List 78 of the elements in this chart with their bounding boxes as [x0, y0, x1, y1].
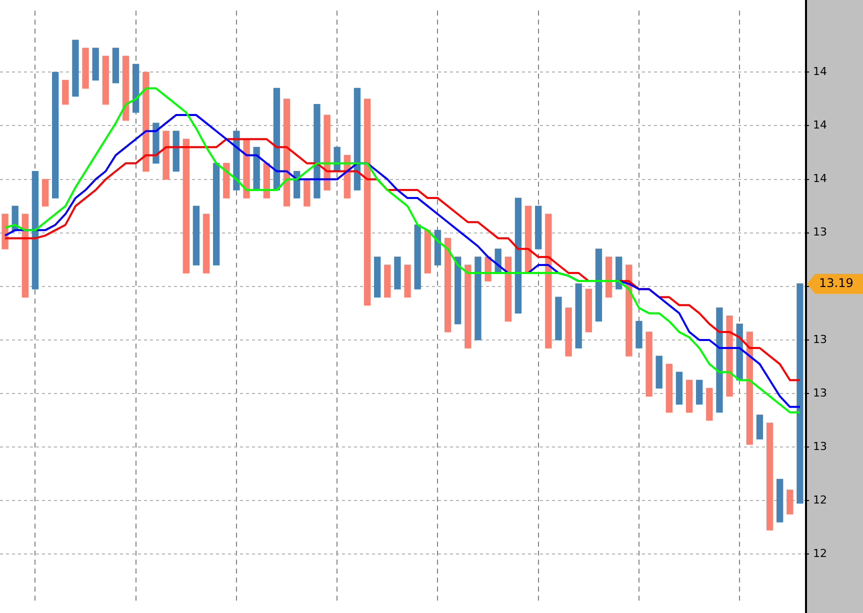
- bar: [202, 214, 210, 274]
- bar: [766, 422, 774, 530]
- bar: [545, 214, 552, 348]
- bar: [404, 264, 411, 298]
- y-tick-label: 13: [813, 386, 827, 400]
- bar: [364, 98, 371, 306]
- bar: [716, 308, 723, 413]
- y-tick-label: 13: [813, 440, 827, 453]
- bar: [696, 380, 703, 405]
- bar: [32, 170, 39, 290]
- bar: [595, 248, 602, 322]
- bar: [796, 283, 804, 504]
- bar: [746, 332, 753, 445]
- y-tick-label: 12: [813, 494, 827, 506]
- bar: [464, 264, 472, 348]
- bar: [22, 214, 28, 298]
- y-tick-label: 13: [813, 332, 827, 346]
- bar: [605, 256, 612, 298]
- bar: [142, 72, 150, 172]
- bar: [776, 478, 784, 522]
- bar: [424, 230, 431, 274]
- bar: [172, 130, 180, 172]
- bar: [374, 256, 381, 298]
- bar: [162, 130, 170, 180]
- bar: [524, 206, 532, 274]
- y-tick-label: 12: [813, 547, 827, 560]
- bar: [474, 256, 482, 340]
- y-tick-label: 14: [813, 65, 827, 78]
- bar: [354, 88, 361, 190]
- bar: [514, 198, 522, 314]
- bar: [565, 308, 572, 356]
- bar: [616, 256, 622, 290]
- bar: [112, 48, 120, 84]
- bar: [444, 238, 452, 332]
- bar: [504, 256, 512, 322]
- bar: [394, 256, 401, 290]
- bar: [192, 206, 200, 266]
- bar: [585, 288, 592, 332]
- bar: [535, 206, 542, 250]
- bar: [414, 224, 421, 290]
- bar: [756, 414, 764, 440]
- bar: [62, 80, 69, 105]
- text: 13.19: [819, 276, 854, 290]
- y-tick-label: 14: [813, 172, 827, 186]
- bar: [42, 178, 49, 206]
- bar: [324, 114, 330, 190]
- bar: [555, 296, 562, 340]
- y-tick-label: 13: [813, 226, 827, 239]
- bar: [52, 72, 59, 198]
- bar: [626, 264, 632, 356]
- bar: [82, 48, 89, 89]
- bar: [72, 40, 79, 97]
- bar: [213, 162, 220, 266]
- bar: [646, 332, 652, 397]
- bar: [726, 316, 733, 397]
- bar: [686, 380, 693, 413]
- bar: [132, 64, 140, 113]
- bar: [122, 56, 130, 121]
- bar: [273, 88, 280, 190]
- bar: [706, 388, 713, 421]
- bar: [182, 138, 190, 274]
- bar: [636, 320, 642, 348]
- bar: [102, 56, 109, 105]
- bar: [786, 490, 794, 514]
- bar: [2, 214, 8, 250]
- bar: [656, 356, 662, 389]
- bar: [283, 98, 290, 206]
- bar: [434, 230, 442, 266]
- bar: [575, 283, 582, 348]
- y-tick-label: 14: [813, 118, 827, 132]
- bar: [384, 264, 391, 298]
- bar: [304, 178, 310, 206]
- bar: [314, 104, 320, 198]
- bar: [676, 372, 683, 405]
- bar: [454, 256, 462, 324]
- bar: [666, 364, 672, 413]
- bar: [92, 48, 99, 81]
- bar: [223, 162, 230, 198]
